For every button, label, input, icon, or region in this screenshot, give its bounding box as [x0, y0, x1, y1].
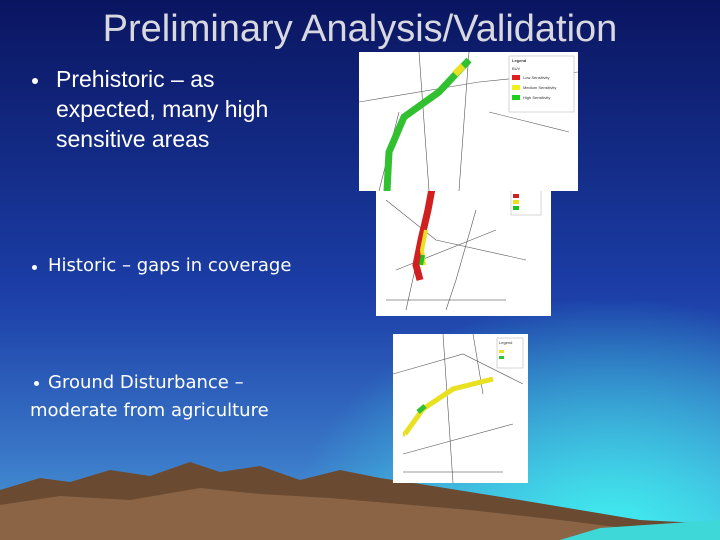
map-image: Legend: [393, 334, 528, 483]
text-line: Prehistoric – as: [56, 66, 215, 92]
map-image: Legend BUV Low Sensitivity Medium Sensit…: [359, 52, 578, 191]
bullet: [32, 265, 37, 270]
legend-label: Low Sensitivity: [523, 75, 549, 80]
map-image: Legend: [376, 170, 551, 316]
legend-label: High Sensitivity: [523, 95, 550, 100]
legend-title: Legend: [499, 340, 512, 345]
bullet-text: Prehistoric – as expected, many high sen…: [56, 64, 268, 154]
text-line: expected, many high: [56, 96, 269, 122]
text-line: Ground Disturbance –: [48, 372, 244, 393]
text-line: moderate from agriculture: [30, 400, 269, 421]
bullet-text: Historic – gaps in coverage: [48, 252, 291, 280]
legend-title: Legend: [512, 58, 527, 63]
bullet: [34, 381, 39, 386]
legend-label: Medium Sensitivity: [523, 85, 556, 90]
slide-title: Preliminary Analysis/Validation: [102, 8, 618, 50]
legend-subtitle: BUV: [512, 66, 521, 71]
text-line: sensitive areas: [56, 126, 210, 152]
bullet-text: Ground Disturbance – moderate from agric…: [30, 369, 269, 425]
text-line: Historic – gaps in coverage: [48, 255, 292, 276]
bullet: [32, 78, 38, 84]
